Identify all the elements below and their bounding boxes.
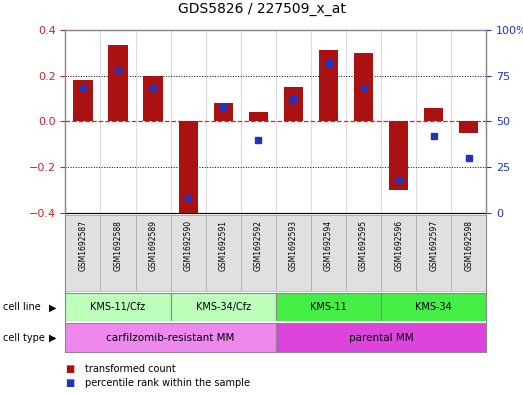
Text: ▶: ▶	[49, 332, 56, 343]
Bar	[249, 112, 268, 121]
Text: KMS-11/Cfz: KMS-11/Cfz	[90, 302, 145, 312]
Bar	[389, 121, 408, 190]
Bar	[284, 87, 303, 121]
Text: GSM1692597: GSM1692597	[429, 220, 438, 271]
Bar	[100, 215, 135, 291]
Text: KMS-34/Cfz: KMS-34/Cfz	[196, 302, 251, 312]
Bar	[424, 108, 444, 121]
Bar	[416, 215, 451, 291]
Text: GSM1692588: GSM1692588	[113, 220, 122, 271]
Bar	[381, 215, 416, 291]
Bar	[276, 293, 381, 321]
Bar	[135, 215, 170, 291]
Bar	[65, 323, 276, 352]
Text: carfilzomib-resistant MM: carfilzomib-resistant MM	[107, 332, 235, 343]
Text: GSM1692590: GSM1692590	[184, 220, 192, 271]
Bar	[311, 215, 346, 291]
Text: transformed count: transformed count	[85, 364, 176, 375]
Text: GSM1692596: GSM1692596	[394, 220, 403, 271]
Text: KMS-34: KMS-34	[415, 302, 452, 312]
Bar	[73, 80, 93, 121]
Bar	[65, 293, 170, 321]
Text: GSM1692587: GSM1692587	[78, 220, 87, 271]
Text: GSM1692593: GSM1692593	[289, 220, 298, 271]
Bar	[451, 215, 486, 291]
Bar	[276, 215, 311, 291]
Text: GSM1692591: GSM1692591	[219, 220, 228, 271]
Text: ■: ■	[65, 378, 75, 388]
Bar	[108, 45, 128, 121]
Bar	[178, 121, 198, 217]
Text: percentile rank within the sample: percentile rank within the sample	[85, 378, 250, 388]
Text: GSM1692598: GSM1692598	[464, 220, 473, 271]
Bar	[65, 215, 100, 291]
Bar	[143, 75, 163, 121]
Text: GSM1692594: GSM1692594	[324, 220, 333, 271]
Bar	[354, 53, 373, 121]
Text: GDS5826 / 227509_x_at: GDS5826 / 227509_x_at	[178, 2, 345, 16]
Bar	[206, 215, 241, 291]
Text: parental MM: parental MM	[349, 332, 414, 343]
Bar	[346, 215, 381, 291]
Bar	[241, 215, 276, 291]
Text: cell line: cell line	[3, 302, 40, 312]
Text: KMS-11: KMS-11	[310, 302, 347, 312]
Text: ▶: ▶	[49, 302, 56, 312]
Text: GSM1692589: GSM1692589	[149, 220, 157, 271]
Bar	[170, 215, 206, 291]
Text: cell type: cell type	[3, 332, 44, 343]
Text: GSM1692592: GSM1692592	[254, 220, 263, 271]
Bar	[170, 293, 276, 321]
Bar	[381, 293, 486, 321]
Text: ■: ■	[65, 364, 75, 375]
Bar	[213, 103, 233, 121]
Bar	[276, 323, 486, 352]
Bar	[459, 121, 479, 133]
Bar	[319, 50, 338, 121]
Text: GSM1692595: GSM1692595	[359, 220, 368, 271]
